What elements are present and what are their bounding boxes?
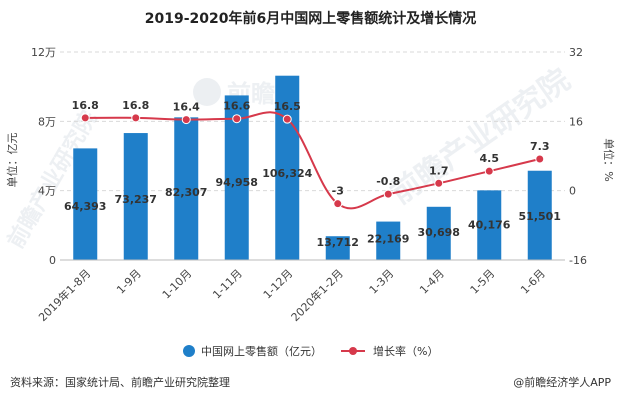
x-tick-label: 1-3月: [367, 267, 397, 297]
y2-tick-label: 0: [569, 185, 576, 198]
y-tick-label: 8万: [38, 115, 56, 128]
line-point: [383, 189, 393, 199]
line-value-label: 16.4: [173, 101, 200, 114]
x-tick-label: 1-5月: [468, 267, 498, 297]
y-tick-label: 0: [49, 254, 56, 267]
line-point: [80, 113, 90, 123]
bar: [275, 75, 300, 260]
line-series: 16.8 16.8 16.4 16.6 16.5 -3 -0.8 1.7 4.5 7.3: [72, 99, 550, 210]
bar: [527, 170, 552, 260]
line-value-label: 16.8: [122, 99, 149, 112]
bar-series: 64,393 73,237 82,307 94,958 106,324 13,712 22,…: [64, 75, 561, 261]
bar: [174, 117, 199, 260]
watermark-logo-icon: [193, 78, 221, 106]
line-point: [535, 154, 545, 164]
line-point: [434, 178, 444, 188]
bar-value-label: 40,176: [468, 219, 511, 232]
legend-line-marker: [349, 347, 357, 355]
source-note: 资料来源：国家统计局、前瞻产业研究院整理: [10, 376, 230, 389]
x-tick-label: 1-6月: [518, 267, 548, 297]
y2-tick-label: -16: [569, 254, 587, 267]
y-axis-title: 单位：亿元: [5, 133, 19, 188]
line-point: [484, 166, 494, 176]
line-value-label: 16.6: [223, 100, 250, 113]
bar-value-label: 82,307: [165, 186, 207, 199]
bar: [123, 133, 148, 260]
x-tick-label: 2019年1-8月: [35, 266, 93, 324]
bar-value-label: 94,958: [216, 176, 258, 189]
line-point: [333, 199, 343, 209]
line-point: [131, 113, 141, 123]
line-value-label: 16.8: [72, 99, 99, 112]
line-value-label: 4.5: [480, 152, 500, 165]
bar-value-label: 22,169: [367, 233, 409, 246]
bar: [325, 236, 350, 260]
x-tick-label: 1-11月: [210, 267, 245, 302]
x-tick-label: 1-9月: [114, 267, 144, 297]
bar-value-label: 30,698: [418, 226, 460, 239]
line-value-label: 1.7: [429, 164, 449, 177]
line-value-label: 16.5: [274, 100, 301, 113]
x-tick-label: 1-10月: [160, 267, 195, 302]
line-point: [181, 115, 191, 125]
bar-value-label: 73,237: [115, 193, 157, 206]
line-point: [232, 114, 242, 124]
legend-line-label: 增长率（%）: [373, 344, 438, 358]
y-tick-label: 4万: [38, 185, 56, 198]
bar: [477, 190, 502, 260]
x-tick-label: 1-4月: [417, 267, 447, 297]
line-point: [282, 114, 292, 124]
y-tick-label: 12万: [31, 46, 56, 59]
legend-bar-label: 中国网上零售额（亿元）: [201, 344, 322, 358]
growth-line: [85, 111, 540, 210]
bar-value-label: 51,501: [519, 210, 561, 223]
x-tick-label: 1-12月: [261, 267, 296, 302]
bar: [376, 221, 401, 260]
y2-tick-label: 32: [569, 46, 583, 59]
y2-tick-label: 16: [569, 115, 583, 128]
line-value-label: 7.3: [530, 140, 550, 153]
x-tick-label: 2020年1-2月: [288, 266, 346, 324]
legend-bar-marker: [183, 345, 195, 357]
bar: [73, 148, 98, 260]
brand-credit: @前瞻经济学人APP: [513, 376, 611, 389]
bar: [426, 206, 451, 260]
bar-value-label: 106,324: [262, 167, 312, 180]
chart-title: 2019-2020年前6月中国网上零售额统计及增长情况: [144, 11, 477, 27]
line-value-label: -3: [332, 185, 344, 198]
bar-value-label: 64,393: [64, 200, 106, 213]
y2-axis-title: 单位：%: [602, 138, 616, 181]
bar-value-label: 13,712: [317, 236, 359, 249]
line-value-label: -0.8: [376, 175, 400, 188]
legend: 中国网上零售额（亿元） 增长率（%）: [183, 344, 438, 358]
